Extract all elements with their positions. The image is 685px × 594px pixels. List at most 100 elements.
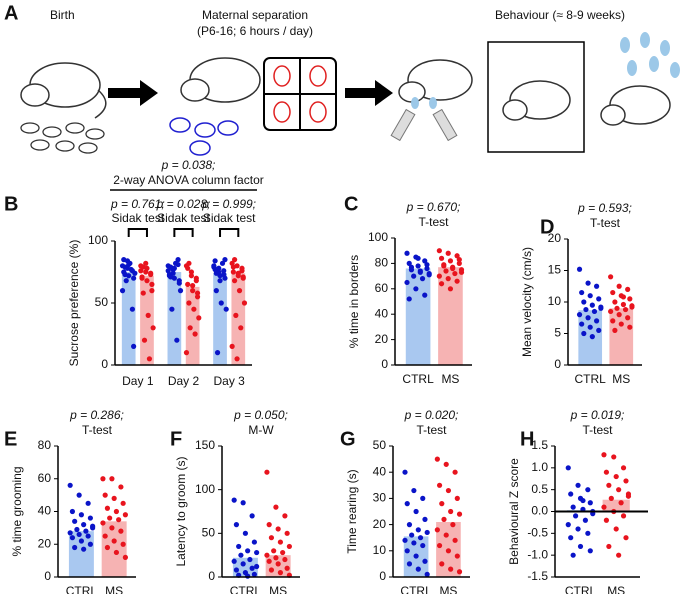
bar (167, 272, 182, 365)
data-point (168, 274, 174, 280)
data-point (450, 264, 456, 270)
data-point (126, 261, 132, 268)
data-point (587, 500, 593, 506)
data-point (171, 265, 177, 271)
data-point (191, 306, 197, 312)
data-point (456, 569, 463, 575)
data-point (218, 300, 224, 306)
panel-letter: F (170, 428, 182, 450)
data-point (266, 522, 272, 528)
data-point (573, 513, 579, 519)
x-tick-label: CTRL (400, 584, 432, 594)
data-point (282, 513, 288, 519)
data-point (120, 541, 126, 547)
data-point (445, 487, 452, 494)
annotation: p = 0.593; (577, 201, 632, 215)
data-point (113, 508, 120, 515)
data-point (111, 538, 117, 544)
data-point (419, 276, 426, 282)
data-point (612, 327, 618, 333)
y-tick-label: -0.5 (527, 526, 548, 540)
data-point (230, 264, 236, 270)
y-axis-label: Behavioural Z score (507, 458, 521, 565)
y-tick-label: 40 (373, 464, 387, 478)
data-point (107, 515, 113, 521)
data-point (458, 269, 465, 275)
data-point (404, 548, 410, 554)
data-point (129, 306, 135, 312)
data-point (81, 546, 87, 552)
data-point (601, 452, 607, 458)
data-point (576, 266, 583, 272)
data-point (579, 321, 585, 327)
data-point (76, 531, 82, 538)
data-point (175, 257, 181, 263)
data-point (118, 484, 124, 490)
data-point (625, 315, 631, 321)
bar (405, 268, 431, 365)
annotation: T-test (416, 423, 447, 437)
annotation: Sidak test (203, 211, 256, 225)
y-tick-label: 20 (373, 517, 387, 531)
data-point (275, 561, 281, 567)
x-tick-label: MS (105, 584, 123, 594)
data-point (113, 549, 120, 556)
data-point (583, 306, 589, 313)
data-point (240, 561, 246, 567)
data-point (102, 533, 108, 539)
data-point (439, 501, 445, 507)
data-point (454, 495, 460, 501)
data-point (109, 525, 115, 531)
y-tick-label: 20 (375, 332, 389, 346)
data-point (85, 533, 91, 539)
y-axis-label: Sucrose preference (%) (67, 240, 81, 367)
data-point (242, 530, 248, 536)
data-point (102, 492, 108, 498)
data-point (231, 558, 237, 564)
panel-letter: G (340, 428, 356, 450)
y-axis-label: Latency to groom (s) (174, 456, 188, 566)
data-point (286, 543, 292, 550)
annotation: p = 0.019; (570, 408, 625, 422)
data-point (275, 526, 281, 532)
data-point (139, 274, 145, 280)
data-point (116, 517, 122, 523)
data-point (411, 273, 417, 279)
separation-box (263, 57, 337, 131)
y-tick-label: 0 (44, 569, 51, 583)
data-point (175, 261, 181, 268)
data-point (616, 283, 622, 289)
y-tick-label: 100 (368, 230, 388, 244)
annotation: p = 0.286; (69, 408, 124, 422)
data-point (245, 573, 251, 579)
data-point (217, 278, 223, 284)
data-point (406, 296, 412, 302)
y-tick-label: 0.0 (531, 504, 548, 518)
data-point (443, 268, 449, 274)
data-point (120, 500, 126, 506)
data-point (118, 528, 124, 534)
data-point (146, 356, 153, 362)
data-point (74, 526, 80, 533)
data-point (185, 281, 191, 287)
panel-letter: H (520, 428, 534, 450)
data-point (268, 567, 275, 573)
data-point (603, 469, 610, 475)
data-point (247, 556, 253, 563)
data-point (277, 539, 284, 545)
data-point (447, 286, 454, 292)
bar (121, 272, 136, 365)
y-tick-label: 10 (373, 543, 387, 557)
data-point (587, 293, 593, 299)
data-point (233, 567, 240, 573)
data-point (620, 294, 627, 300)
data-point (254, 563, 260, 570)
data-point (194, 294, 201, 300)
y-tick-label: 50 (95, 295, 109, 309)
arrow (108, 80, 158, 106)
data-point (568, 491, 574, 497)
data-point (415, 527, 421, 533)
data-point (441, 262, 447, 268)
data-point (565, 522, 571, 528)
annotation: p = 0.050; (233, 408, 288, 422)
